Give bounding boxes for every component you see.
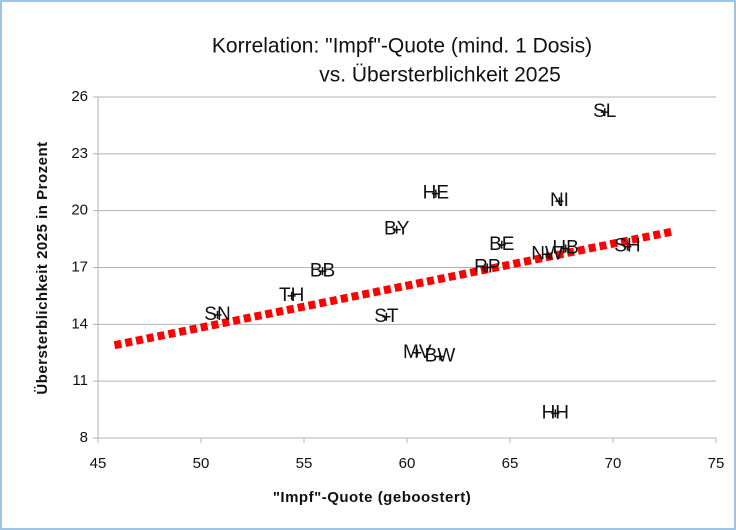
point-label: NW xyxy=(531,243,563,264)
point xyxy=(600,108,609,117)
x-axis-label: "Impf"-Quote (geboostert) xyxy=(273,489,471,506)
point xyxy=(483,263,492,272)
point-label: SN xyxy=(204,304,230,325)
point xyxy=(551,409,560,418)
point xyxy=(543,250,552,259)
point xyxy=(555,197,564,206)
y-tick-label: 8 xyxy=(80,429,88,446)
point xyxy=(435,352,444,361)
point-label: BE xyxy=(489,234,514,255)
point xyxy=(392,225,401,234)
point xyxy=(561,244,570,253)
y-tick-label: 14 xyxy=(71,315,88,332)
point xyxy=(213,310,222,319)
x-tick-label: 55 xyxy=(296,455,313,472)
point-label: NI xyxy=(550,190,569,211)
point-label: HH xyxy=(542,402,569,423)
trendline xyxy=(113,227,674,350)
y-tick-label: 20 xyxy=(71,202,88,219)
y-tick-label: 23 xyxy=(71,145,88,162)
point-label: BB xyxy=(310,260,335,281)
point-label: BY xyxy=(384,219,410,240)
point xyxy=(287,291,296,300)
point-label: SL xyxy=(593,101,616,122)
point xyxy=(431,189,440,198)
chart-subtitle: vs. Übersterblichkeit 2025 xyxy=(319,64,561,87)
point xyxy=(318,267,327,276)
x-tick-label: 70 xyxy=(605,455,622,472)
x-tick-label: 45 xyxy=(90,455,107,472)
point-label: HE xyxy=(423,183,449,204)
point-label: ST xyxy=(374,306,399,327)
x-tick-label: 75 xyxy=(708,455,725,472)
point xyxy=(497,240,506,249)
point-label: TH xyxy=(279,285,304,306)
point xyxy=(623,242,632,251)
point xyxy=(382,312,391,321)
y-axis-label: Übersterblichkeit 2025 in Prozent xyxy=(34,141,51,394)
y-tick-label: 11 xyxy=(72,372,88,389)
point-label: BW xyxy=(425,346,456,367)
y-tick-label: 17 xyxy=(71,258,88,275)
point-label: HB xyxy=(552,238,578,259)
point-label: RP xyxy=(474,257,500,278)
point-label: SH xyxy=(614,236,640,257)
y-tick-label: 26 xyxy=(71,88,88,105)
point-label: MV xyxy=(403,342,432,363)
chart-title: Korrelation: "Impf"-Quote (mind. 1 Dosis… xyxy=(212,35,592,58)
x-tick-label: 60 xyxy=(399,455,416,472)
x-tick-label: 50 xyxy=(193,455,210,472)
x-tick-label: 65 xyxy=(502,455,519,472)
point xyxy=(413,348,422,357)
